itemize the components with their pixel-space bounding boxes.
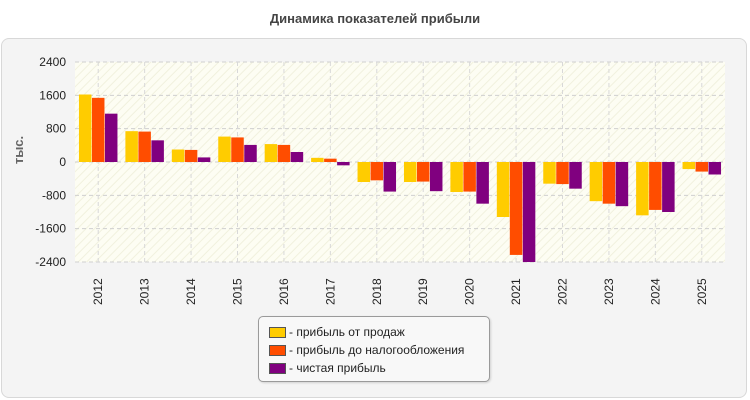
legend-swatch [269,326,286,338]
legend-item: - прибыль до налогообложения [269,341,489,359]
x-tick-label: 2025 [695,278,709,305]
bar-2018-series-2 [370,162,384,181]
y-tick-label: -1600 [35,222,66,236]
x-tick-label: 2017 [323,278,337,305]
x-tick-labels: 2012 2013 2014 2015 2016 2017 2018 2019 2020 2021… [91,278,709,305]
bar-2019-series-2 [416,162,430,182]
bar-2020-series-2 [463,162,476,192]
bar-2019-series-1 [403,162,417,182]
y-tick-label: -2400 [35,255,66,269]
x-tick-label: 2022 [556,278,570,305]
y-tick-label: 800 [46,122,66,136]
y-tick-label: 1600 [39,88,66,102]
bar-2018-series-3 [383,162,397,192]
bar-2025-series-3 [708,162,722,175]
bar-2024-series-2 [649,162,662,210]
bar-2013-series-1 [125,131,138,162]
x-tick-label: 2023 [602,278,616,305]
bar-2020-series-3 [476,162,489,204]
legend-swatch [269,362,286,374]
x-tick-label: 2014 [184,278,198,305]
bar-2014-series-1 [171,149,185,162]
bar-2021-series-3 [522,162,536,262]
y-tick-label: -800 [42,188,66,202]
legend-label: - прибыль до налогообложения [289,343,465,357]
legend-item: - чистая прибыль [269,359,489,377]
bar-2016-series-2 [277,144,291,162]
x-tick-label: 2020 [463,278,477,305]
x-tick-label: 2021 [509,278,523,305]
y-tick-labels: 2400 1600 800 0 -800 -1600 -2400 [35,55,66,269]
bar-2017-series-1 [311,157,324,162]
bar-2024-series-1 [636,162,649,216]
bar-2022-series-2 [556,162,569,185]
legend-label: - прибыль от продаж [289,325,405,339]
bar-2023-series-3 [615,162,629,207]
bar-2024-series-3 [662,162,675,212]
bar-2019-series-3 [429,162,443,192]
x-tick-label: 2015 [231,278,245,305]
legend-swatch [269,344,286,356]
legend-label: - чистая прибыль [289,361,386,375]
y-tick-label: 0 [59,155,66,169]
bar-2015-series-1 [218,136,231,162]
bar-2018-series-1 [357,162,371,182]
chart-legend: - прибыль от продаж - прибыль до налогооб… [258,316,490,382]
legend-item: - прибыль от продаж [269,323,489,341]
bar-2017-series-2 [324,158,337,162]
x-tick-label: 2024 [648,278,662,305]
bar-2014-series-3 [197,157,211,162]
bar-2022-series-3 [569,162,582,189]
x-tick-label: 2012 [91,278,105,305]
bar-2021-series-1 [496,162,510,217]
x-tick-label: 2016 [277,278,291,305]
bar-2021-series-2 [509,162,523,255]
bar-2017-series-3 [337,162,350,166]
bar-2013-series-3 [151,140,164,162]
y-tick-label: 2400 [39,55,66,69]
bar-2014-series-2 [184,149,198,162]
chart-title: Динамика показателей прибыли [269,11,481,26]
bar-2025-series-2 [695,162,709,172]
bar-2022-series-1 [543,162,556,184]
bar-2013-series-2 [138,131,151,162]
x-tick-label: 2013 [138,278,152,305]
bar-2025-series-1 [682,162,696,170]
bar-2023-series-1 [589,162,603,202]
x-tick-label: 2019 [416,278,430,305]
bar-2015-series-3 [244,144,257,162]
bar-2016-series-1 [264,144,278,162]
bar-marks [78,94,722,262]
bar-2016-series-3 [290,152,304,162]
bar-2015-series-2 [231,137,244,162]
bar-2012-series-2 [91,97,105,162]
x-tick-label: 2018 [370,278,384,305]
bar-2012-series-1 [78,94,92,162]
bar-2020-series-1 [450,162,463,192]
bar-2023-series-2 [602,162,616,204]
bar-2012-series-3 [104,113,118,162]
y-axis-label: тыс. [11,136,26,164]
